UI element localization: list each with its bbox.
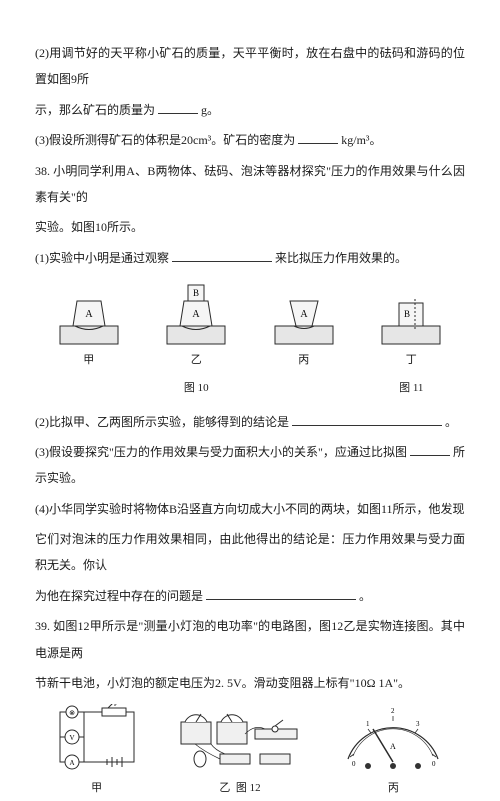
q38-intro-b: 实验。如图10所示。: [35, 214, 465, 240]
svg-text:1: 1: [366, 720, 370, 728]
svg-text:3: 3: [416, 720, 420, 728]
blank-density[interactable]: [298, 131, 338, 144]
q38-p4-d: 。: [359, 589, 371, 603]
q38-p2: (2)比拟甲、乙两图所示实验，能够得到的结论是 。: [35, 409, 465, 435]
q38-p4-c: 为他在探究过程中存在的问题是: [35, 589, 203, 603]
svg-text:⊗: ⊗: [69, 709, 75, 717]
fig-jia: A 甲: [55, 291, 123, 372]
svg-text:0: 0: [352, 760, 356, 768]
diagram-jia: A: [55, 291, 123, 346]
q38-p4-b: 它们对泡沫的压力作用效果相同，由此他得出的结论是：压力作用效果与受力面积无关。你…: [35, 526, 465, 579]
label-ding: 丁: [377, 348, 445, 372]
blank-conclusion[interactable]: [292, 413, 442, 426]
label-bing: 丙: [270, 348, 338, 372]
q38-p2-a: (2)比拟甲、乙两图所示实验，能够得到的结论是: [35, 415, 289, 429]
q3-line: (3)假设所测得矿石的体积是20cm³。矿石的密度为 kg/m³。: [35, 127, 465, 153]
svg-text:A: A: [69, 759, 74, 767]
fig-bing: A 丙: [270, 291, 338, 372]
q2-line2: 示，那么矿石的质量为 g。: [35, 97, 465, 123]
meter-diagram: 0 1 2 3 0 A: [338, 704, 448, 774]
circuit-yi: 乙 图 12: [175, 704, 305, 800]
diagram-yi: A B: [162, 281, 230, 346]
q38-p3-a: (3)假设要探究"压力的作用效果与受力面积大小的关系"，应通过比拟图: [35, 445, 407, 459]
q38-p1-b: 来比拟压力作用效果的。: [275, 251, 407, 265]
q38-intro-a: 38. 小明同学利用A、B两物体、砝码、泡沫等器材探究"压力的作用效果与什么因素…: [35, 158, 465, 211]
svg-text:B: B: [193, 288, 199, 298]
svg-text:2: 2: [391, 707, 395, 715]
q3-text-a: (3)假设所测得矿石的体积是20cm³。矿石的密度为: [35, 133, 295, 147]
q2-line1: (2)用调节好的天平称小矿石的质量，天平平衡时，放在右盘中的砝码和游码的位置如图…: [35, 40, 465, 93]
circuit-label-bing: 丙: [338, 776, 448, 800]
svg-text:A: A: [390, 742, 396, 751]
fig11-title: 图 11: [358, 376, 466, 400]
label-jia: 甲: [55, 348, 123, 372]
q2-text-c: g。: [201, 103, 219, 117]
figure-row-12: ⊗ P V A 甲: [35, 704, 465, 800]
figure-row-10-11: A 甲 A B 乙 A 丙 B 丁: [35, 281, 465, 372]
q2-text-b: 示，那么矿石的质量为: [35, 103, 155, 117]
blank-mass[interactable]: [158, 101, 198, 114]
svg-text:V: V: [69, 734, 74, 742]
q39-a: 39. 如图12甲所示是"测量小灯泡的电功率"的电路图，图12乙是实物连接图。其…: [35, 613, 465, 666]
blank-problem[interactable]: [206, 587, 356, 600]
svg-text:A: A: [300, 309, 308, 320]
q3-text-b: kg/m³。: [341, 133, 381, 147]
fig-ding: B 丁: [377, 291, 445, 372]
q38-p4-c-line: 为他在探究过程中存在的问题是 。: [35, 583, 465, 609]
q38-p1: (1)实验中小明是通过观察 来比拟压力作用效果的。: [35, 245, 465, 271]
fig-yi: A B 乙: [162, 281, 230, 372]
q38-p2-b: 。: [445, 415, 457, 429]
diagram-bing: A: [270, 291, 338, 346]
circuit-jia: ⊗ P V A 甲: [52, 704, 142, 800]
q39-b: 节新干电池，小灯泡的额定电压为2. 5V。滑动变阻器上标有"10Ω 1A"。: [35, 670, 465, 696]
physical-diagram: [175, 704, 305, 774]
fig10-title: 图 10: [35, 376, 358, 400]
circuit-diagram: ⊗ P V A: [52, 704, 142, 774]
svg-text:A: A: [193, 309, 201, 320]
circuit-bing: 0 1 2 3 0 A 丙: [338, 704, 448, 800]
circuit-label-yi: 乙 图 12: [175, 776, 305, 800]
q38-p3: (3)假设要探究"压力的作用效果与受力面积大小的关系"，应通过比拟图 所示实验。: [35, 439, 465, 492]
q38-p1-a: (1)实验中小明是通过观察: [35, 251, 169, 265]
blank-observe[interactable]: [172, 249, 272, 262]
q38-p4-a: (4)小华同学实验时将物体B沿竖直方向切成大小不同的两块，如图11所示，他发现: [35, 496, 465, 522]
circuit-label-jia: 甲: [52, 776, 142, 800]
diagram-ding: B: [377, 291, 445, 346]
fig-titles-row: 图 10 图 11: [35, 376, 465, 408]
blank-figref[interactable]: [410, 443, 450, 456]
svg-text:0: 0: [432, 760, 436, 768]
svg-text:A: A: [85, 309, 93, 320]
svg-text:B: B: [404, 309, 410, 319]
q2-text-a: (2)用调节好的天平称小矿石的质量，天平平衡时，放在右盘中的砝码和游码的位置如图…: [35, 46, 465, 86]
label-yi: 乙: [162, 348, 230, 372]
